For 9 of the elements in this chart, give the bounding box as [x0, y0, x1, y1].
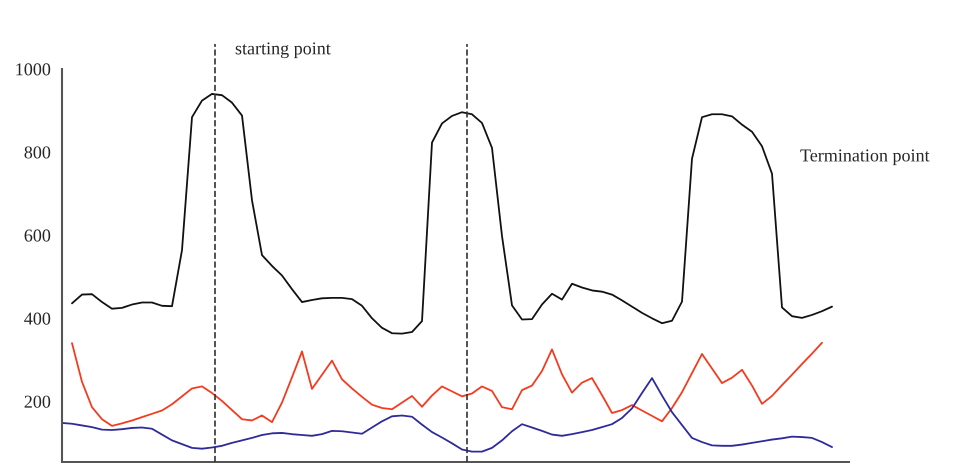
text: starting point: [236, 42, 331, 58]
y-tick-label: 400: [24, 312, 50, 325]
y-tick-label: 200: [24, 396, 50, 408]
y-tick-label: 1000: [16, 63, 50, 76]
annotation: Termination point: [800, 149, 930, 166]
y-tick-label: 600: [24, 229, 50, 242]
line-series: [62, 377, 833, 453]
y-tick-label: 800: [24, 146, 50, 159]
line-series: [71, 342, 823, 427]
